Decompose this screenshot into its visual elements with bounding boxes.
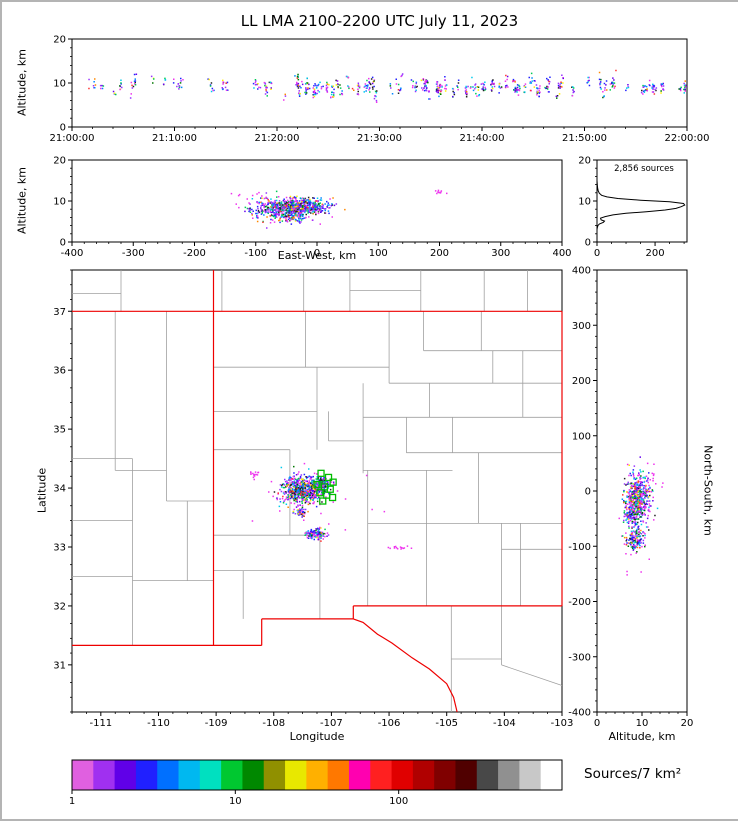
svg-text:35: 35	[53, 425, 66, 436]
svg-text:-110: -110	[147, 718, 170, 729]
source-count-text: 2,856 sources	[614, 164, 674, 174]
svg-text:0: 0	[585, 487, 591, 498]
svg-text:31: 31	[53, 660, 66, 671]
svg-text:33: 33	[53, 542, 66, 553]
svg-text:-103: -103	[551, 718, 574, 729]
svg-text:-300: -300	[122, 248, 145, 259]
svg-text:21:40:00: 21:40:00	[460, 133, 505, 144]
map-latitude-label: Latitude	[35, 467, 49, 514]
svg-text:-400: -400	[568, 708, 591, 719]
svg-text:21:10:00: 21:10:00	[152, 133, 197, 144]
svg-text:10: 10	[636, 718, 649, 729]
svg-text:-200: -200	[568, 597, 591, 608]
svg-text:20: 20	[53, 156, 66, 167]
svg-text:0: 0	[594, 248, 600, 259]
svg-text:22:00:00: 22:00:00	[665, 133, 710, 144]
svg-text:-107: -107	[320, 718, 343, 729]
svg-text:-108: -108	[262, 718, 285, 729]
svg-text:0: 0	[314, 248, 320, 259]
plot-title: LL LMA 2100-2200 UTC July 11, 2023	[240, 12, 519, 30]
ns-altitude-axis-label: Altitude, km	[608, 730, 676, 743]
svg-text:21:50:00: 21:50:00	[562, 133, 607, 144]
svg-text:-100: -100	[244, 248, 267, 259]
svg-text:10: 10	[229, 796, 242, 807]
svg-text:-100: -100	[568, 542, 591, 553]
svg-text:-105: -105	[435, 718, 458, 729]
longitude-axis-label: Longitude	[289, 730, 345, 743]
svg-text:300: 300	[572, 321, 591, 332]
svg-text:1: 1	[69, 796, 75, 807]
svg-text:400: 400	[572, 266, 591, 277]
svg-text:-400: -400	[61, 248, 84, 259]
svg-text:-106: -106	[378, 718, 401, 729]
svg-text:20: 20	[681, 718, 694, 729]
svg-text:-300: -300	[568, 652, 591, 663]
svg-text:34: 34	[53, 484, 66, 495]
svg-text:200: 200	[646, 248, 665, 259]
svg-text:100: 100	[369, 248, 388, 259]
svg-text:0: 0	[60, 123, 66, 134]
svg-text:0: 0	[585, 238, 591, 249]
svg-text:10: 10	[578, 197, 591, 208]
ew-axis-label: East-West, km	[277, 249, 357, 262]
svg-text:0: 0	[594, 718, 600, 729]
svg-text:-104: -104	[493, 718, 516, 729]
svg-text:400: 400	[552, 248, 571, 259]
svg-text:0: 0	[60, 238, 66, 249]
colorbar-title: Sources/7 km²	[584, 766, 682, 782]
svg-text:32: 32	[53, 601, 66, 612]
svg-text:-109: -109	[205, 718, 228, 729]
svg-text:36: 36	[53, 366, 66, 377]
svg-text:-111: -111	[89, 718, 112, 729]
svg-text:21:20:00: 21:20:00	[255, 133, 300, 144]
svg-text:37: 37	[53, 307, 66, 318]
svg-text:21:30:00: 21:30:00	[357, 133, 402, 144]
svg-text:20: 20	[53, 35, 66, 46]
ns-panel-label: North-South, km	[701, 445, 715, 536]
time-panel-altitude-label: Altitude, km	[15, 48, 29, 117]
svg-text:10: 10	[53, 79, 66, 90]
svg-text:-200: -200	[183, 248, 206, 259]
svg-text:21:00:00: 21:00:00	[50, 133, 95, 144]
svg-text:200: 200	[430, 248, 449, 259]
svg-text:10: 10	[53, 197, 66, 208]
svg-text:200: 200	[572, 376, 591, 387]
svg-text:300: 300	[491, 248, 510, 259]
ew-panel-altitude-label: Altitude, km	[15, 166, 29, 235]
svg-text:100: 100	[572, 431, 591, 442]
svg-text:100: 100	[389, 796, 408, 807]
svg-text:20: 20	[578, 156, 591, 167]
